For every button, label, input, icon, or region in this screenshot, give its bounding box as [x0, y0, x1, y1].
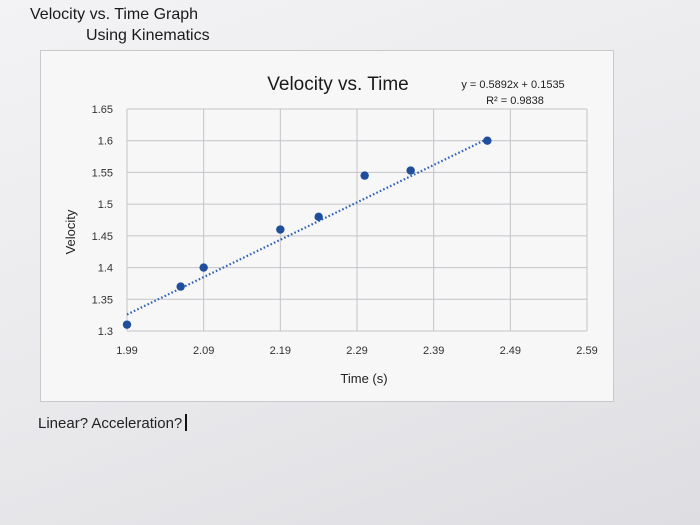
data-point: [314, 212, 323, 222]
data-points: [122, 136, 492, 329]
heading-line-2: Using Kinematics: [86, 27, 210, 44]
chart-card: 1.3 1.35 1.4 1.45 1.5 1.55 1.6 1.65 1.99 2.09 2.19…: [40, 50, 614, 402]
x-tick-label: 2.19: [270, 345, 291, 357]
y-tick-label: 1.3: [98, 326, 113, 338]
r-squared-label: R² = 0.9838: [486, 95, 544, 107]
x-tick-label: 2.49: [500, 345, 521, 357]
text-cursor: [185, 414, 188, 431]
x-tick-label: 1.99: [116, 345, 137, 357]
data-point: [483, 136, 492, 145]
data-point: [360, 171, 369, 180]
data-point: [406, 166, 415, 175]
question-text: Linear? Acceleration?: [38, 415, 183, 432]
x-axis-label: Time (s): [340, 371, 387, 386]
y-axis-label: Velocity: [63, 209, 78, 254]
trendline-equation: y = 0.5892x + 0.1535: [461, 79, 564, 91]
y-tick-label: 1.4: [98, 263, 113, 275]
y-tick-label: 1.5: [98, 199, 113, 211]
y-tick-label: 1.55: [92, 167, 113, 179]
x-tick-label: 2.39: [423, 345, 444, 357]
x-tick-label: 2.59: [576, 345, 597, 357]
plot-grid: 1.3 1.35 1.4 1.45 1.5 1.55 1.6 1.65 1.99 2.09 2.19…: [92, 104, 598, 357]
y-tick-label: 1.35: [92, 294, 113, 306]
y-tick-label: 1.45: [92, 231, 113, 243]
x-tick-label: 2.09: [193, 345, 214, 357]
heading-line-1: Velocity vs. Time Graph: [30, 6, 199, 23]
y-tick-label: 1.65: [92, 104, 113, 116]
velocity-time-chart: 1.3 1.35 1.4 1.45 1.5 1.55 1.6 1.65 1.99 2.09 2.19…: [63, 74, 598, 386]
question-prompt[interactable]: Linear? Acceleration?: [38, 414, 188, 432]
worksheet-heading: Velocity vs. Time Graph Using Kinematics: [30, 4, 210, 46]
data-point: [176, 282, 185, 291]
data-point: [122, 320, 132, 329]
data-point: [199, 263, 208, 272]
x-tick-label: 2.29: [346, 345, 367, 357]
chart-title: Velocity vs. Time: [267, 74, 409, 95]
y-tick-label: 1.6: [98, 136, 113, 148]
data-point: [276, 225, 285, 234]
